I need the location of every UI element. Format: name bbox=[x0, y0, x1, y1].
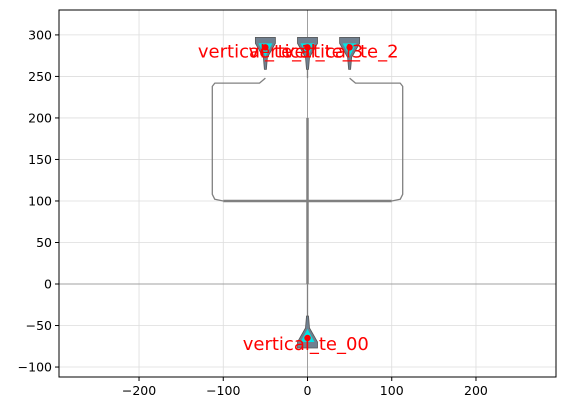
port-label: vertical_te_2 bbox=[284, 42, 399, 63]
y-tick-label: 50 bbox=[36, 235, 52, 250]
grating-coupler-vertical_te_00 bbox=[297, 315, 318, 349]
port-labels: vertical_te_1vertical_te_3vertical_te_2v… bbox=[198, 42, 399, 355]
grating-coupler-vertical_te_2 bbox=[297, 36, 318, 70]
port-marker bbox=[262, 44, 269, 51]
grating-coupler-vertical_te_3 bbox=[339, 36, 361, 70]
y-tick-label: −50 bbox=[26, 318, 52, 333]
x-tick-label: 0 bbox=[304, 383, 312, 398]
y-tick-label: 0 bbox=[44, 277, 52, 292]
y-tick-label: 300 bbox=[28, 27, 52, 42]
port-marker bbox=[346, 44, 353, 51]
y-tick-label: 200 bbox=[28, 110, 52, 125]
waveguide-right-loop bbox=[349, 77, 404, 202]
x-tick-label: 100 bbox=[380, 383, 404, 398]
waveguide-left-loop bbox=[211, 77, 266, 202]
x-tick-label: 200 bbox=[464, 383, 488, 398]
grating-couplers bbox=[254, 36, 361, 349]
port-label: vertical_te_00 bbox=[243, 334, 369, 355]
port-marker bbox=[304, 334, 311, 342]
port-label: vertical_te_1 bbox=[198, 42, 313, 63]
y-tick-label: 100 bbox=[28, 193, 52, 208]
grating-coupler-vertical_te_1 bbox=[254, 36, 276, 70]
y-tick-label: 150 bbox=[28, 152, 52, 167]
x-tick-label: −200 bbox=[122, 383, 156, 398]
x-tick-label: −100 bbox=[206, 383, 240, 398]
port-label: vertical_te_3 bbox=[248, 42, 363, 63]
y-tick-label: −100 bbox=[18, 360, 52, 375]
y-tick-label: 250 bbox=[28, 69, 52, 84]
axis-ticks: −200 −100 0 100 200 −100 −50 0 50 100 150 200 250 300 bbox=[18, 27, 488, 398]
port-marker bbox=[304, 44, 311, 51]
